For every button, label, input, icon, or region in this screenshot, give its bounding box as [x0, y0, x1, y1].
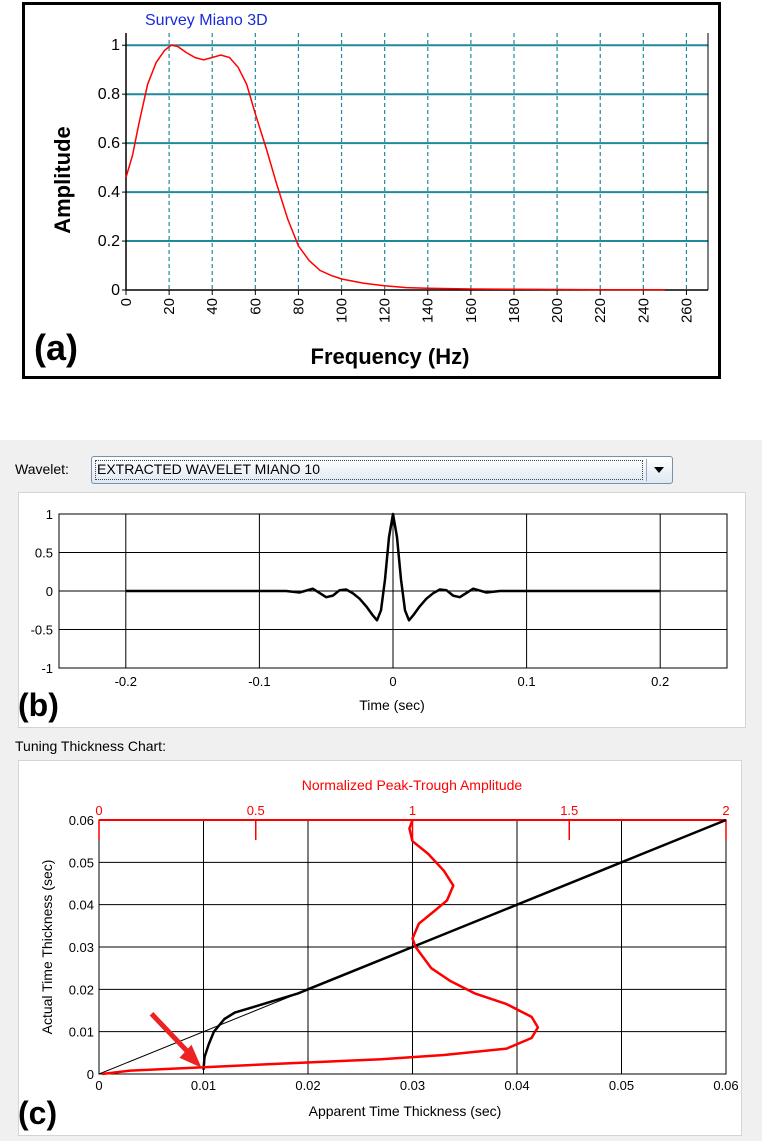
y-tick-label: 0.6	[98, 135, 120, 152]
y-tick-label: 0.2	[98, 233, 120, 250]
x-tick-label: 60	[247, 298, 264, 315]
top-axis-tick-label: 2	[722, 803, 729, 818]
y-tick-label: 0.01	[69, 1025, 94, 1040]
wavelet-dropdown-button[interactable]	[646, 459, 670, 481]
series-line-normalized-amplitude	[101, 819, 540, 1076]
x-tick-label: 40	[204, 298, 221, 315]
chart-title: Survey Miano 3D	[145, 12, 268, 29]
x-tick-label: 0	[95, 1078, 102, 1093]
panel-label-c: (c)	[18, 1095, 57, 1131]
x-axis-label: Frequency (Hz)	[311, 344, 470, 369]
panel-label-b: (b)	[18, 687, 59, 723]
y-tick-label: 0	[87, 1067, 94, 1082]
series-line-wavelet	[125, 512, 661, 622]
chart-title: Normalized Peak-Trough Amplitude	[302, 777, 523, 793]
tuning-chart-label: Tuning Thickness Chart:	[15, 738, 166, 754]
y-tick-label: -1	[41, 661, 53, 676]
y-tick-label: 1	[111, 37, 120, 54]
y-axis-label: Actual Time Thickness (sec)	[39, 860, 55, 1035]
x-tick-label: 0.04	[504, 1078, 529, 1093]
x-tick-label: 0.06	[713, 1078, 738, 1093]
y-tick-label: 0.4	[98, 184, 120, 201]
x-axis-label: Time (sec)	[359, 697, 425, 713]
x-tick-label: 0.1	[518, 674, 536, 689]
panel-label-a: (a)	[34, 327, 78, 368]
top-axis-tick-label: 1	[409, 803, 416, 818]
wavelet-field-label: Wavelet:	[15, 461, 69, 477]
panel-c-chart: 0 0.01 0.02 0.03 0.04 0.05 0.0600.010.020.030.…	[18, 777, 739, 1131]
x-tick-label: 20	[161, 298, 178, 315]
y-tick-label: 0.03	[69, 940, 94, 955]
series-line-apparent-thickness	[202, 818, 727, 1070]
x-tick-label: 0	[118, 298, 135, 306]
top-axis-tick-label: 0.5	[247, 803, 265, 818]
x-tick-label: 0.03	[400, 1078, 425, 1093]
x-tick-label: 0	[389, 674, 396, 689]
top-axis-tick-label: 1.5	[560, 803, 578, 818]
x-tick-label: 0.01	[191, 1078, 216, 1093]
x-tick-label: -0.2	[115, 674, 137, 689]
y-tick-label: 0	[111, 282, 120, 299]
annotation-arrow-shaft	[149, 1012, 194, 1058]
wavelet-select-value: EXTRACTED WAVELET MIANO 10	[97, 461, 321, 477]
panel-a-chart: 0 20 40 60 80 100 120 140 160 180 200 220 240 260 0 0.2…	[34, 12, 709, 369]
x-tick-label: 80	[290, 298, 307, 315]
y-tick-label: 0.06	[69, 813, 94, 828]
x-tick-label: 0.2	[651, 674, 669, 689]
x-tick-label: 200	[549, 298, 566, 323]
x-tick-label: 120	[377, 298, 394, 323]
chevron-down-icon	[654, 467, 664, 473]
y-tick-label: 0	[46, 584, 53, 599]
top-axis-tick-label: 0	[95, 803, 102, 818]
wavelet-select-focus-box	[95, 460, 643, 480]
x-tick-label: 160	[463, 298, 480, 323]
x-axis-label: Apparent Time Thickness (sec)	[309, 1103, 502, 1119]
y-axis-label: Amplitude	[50, 126, 75, 234]
x-tick-label: 0.02	[295, 1078, 320, 1093]
y-tick-label: 0.04	[69, 898, 94, 913]
x-tick-label: 220	[592, 298, 609, 323]
x-tick-label: 100	[334, 298, 351, 323]
x-tick-label: 0.05	[609, 1078, 634, 1093]
wavelet-select[interactable]: EXTRACTED WAVELET MIANO 10	[91, 456, 673, 484]
y-tick-label: 0.05	[69, 855, 94, 870]
y-tick-label: -0.5	[31, 623, 53, 638]
y-tick-label: 0.8	[98, 86, 120, 103]
x-tick-label: 260	[678, 298, 695, 323]
y-tick-label: 1	[46, 507, 53, 522]
y-tick-label: 0.5	[35, 546, 53, 561]
x-tick-label: 140	[420, 298, 437, 323]
x-tick-label: 240	[635, 298, 652, 323]
panel-b-chart: -0.2 -0.1 0 0.1 0.2 -1 -0.5 0 0.5 1 Time (sec) (b)	[18, 507, 728, 723]
x-tick-label: 180	[506, 298, 523, 323]
panel-a-frame	[22, 2, 721, 379]
annotation-arrow-head	[179, 1044, 202, 1068]
x-tick-label: -0.1	[248, 674, 270, 689]
y-tick-label: 0.02	[69, 982, 94, 997]
series-line-amplitude	[125, 44, 665, 291]
